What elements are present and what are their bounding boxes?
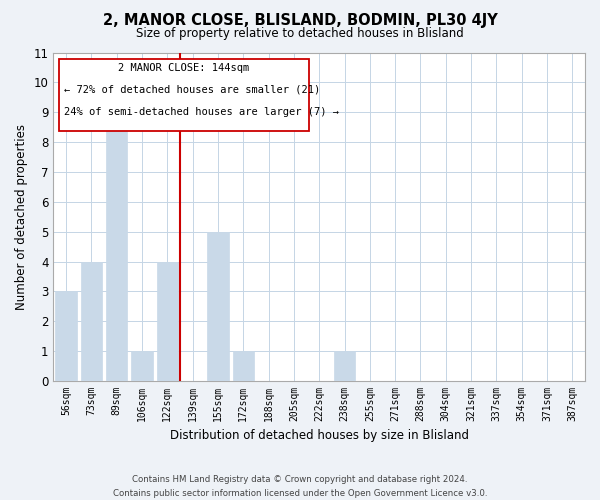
- Bar: [55, 292, 77, 381]
- FancyBboxPatch shape: [59, 59, 308, 132]
- X-axis label: Distribution of detached houses by size in Blisland: Distribution of detached houses by size …: [170, 430, 469, 442]
- Y-axis label: Number of detached properties: Number of detached properties: [15, 124, 28, 310]
- Bar: [233, 351, 254, 381]
- Bar: [334, 351, 355, 381]
- Bar: [106, 112, 127, 381]
- Bar: [207, 232, 229, 381]
- Text: ← 72% of detached houses are smaller (21): ← 72% of detached houses are smaller (21…: [64, 84, 320, 94]
- Bar: [131, 351, 153, 381]
- Text: Contains HM Land Registry data © Crown copyright and database right 2024.
Contai: Contains HM Land Registry data © Crown c…: [113, 476, 487, 498]
- Text: Size of property relative to detached houses in Blisland: Size of property relative to detached ho…: [136, 28, 464, 40]
- Bar: [80, 262, 102, 381]
- Text: 2, MANOR CLOSE, BLISLAND, BODMIN, PL30 4JY: 2, MANOR CLOSE, BLISLAND, BODMIN, PL30 4…: [103, 12, 497, 28]
- Text: 2 MANOR CLOSE: 144sqm: 2 MANOR CLOSE: 144sqm: [118, 63, 249, 73]
- Bar: [157, 262, 178, 381]
- Text: 24% of semi-detached houses are larger (7) →: 24% of semi-detached houses are larger (…: [64, 106, 339, 117]
